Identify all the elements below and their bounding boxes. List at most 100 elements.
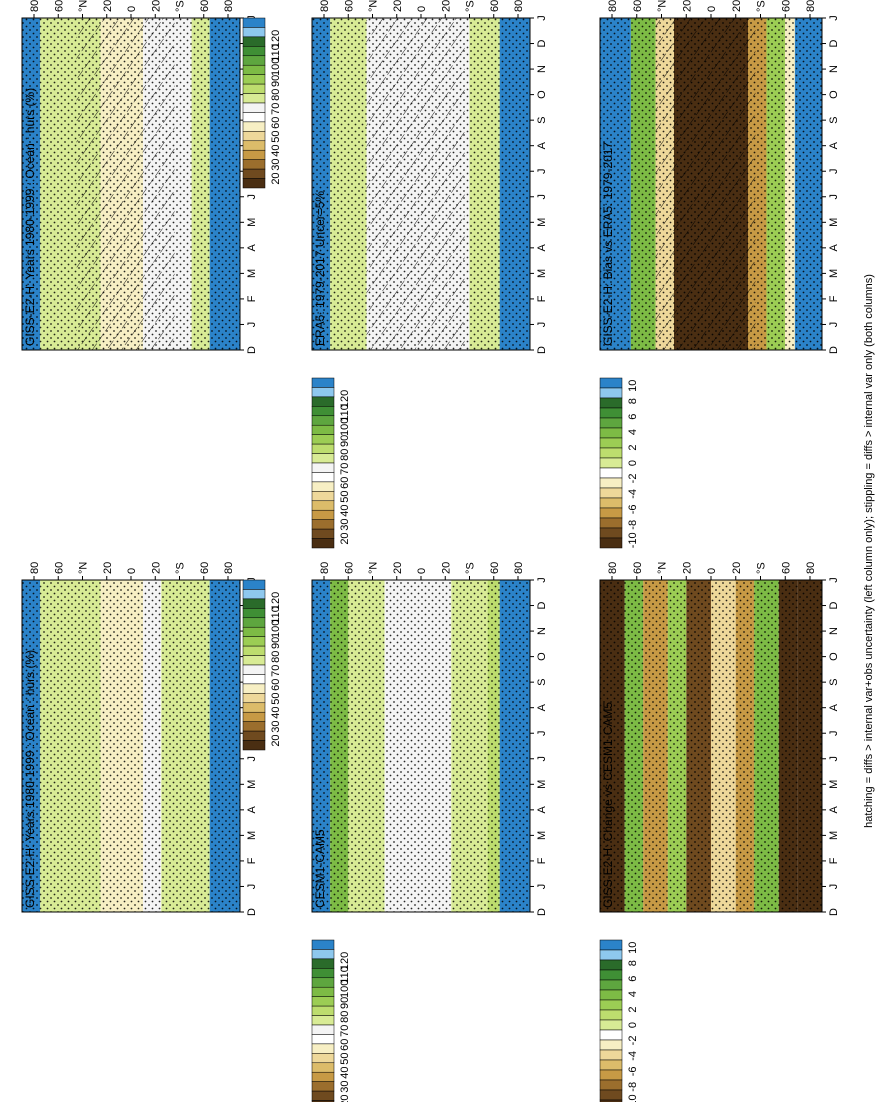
colorbar-label: -6 bbox=[627, 1066, 639, 1076]
colorbar-label: 60 bbox=[270, 117, 282, 129]
month-tick-label: J bbox=[536, 322, 548, 328]
lat-tick-label: 80 bbox=[29, 562, 41, 574]
month-tick-label: J bbox=[536, 15, 548, 21]
figure-footnote: hatching = diffs > internal var+obs unce… bbox=[863, 274, 875, 828]
colorbar-swatch bbox=[311, 1090, 335, 1101]
colorbar-swatch bbox=[311, 1034, 335, 1045]
colorbar-label: -6 bbox=[627, 504, 639, 514]
month-tick-label: A bbox=[828, 244, 840, 252]
month-tick-label: A bbox=[536, 244, 548, 252]
colorbar-label: 4 bbox=[627, 429, 639, 435]
lat-tick-label: 60 bbox=[489, 562, 501, 574]
lat-tick-label: 20 bbox=[440, 0, 452, 12]
colorbar-label: 8 bbox=[627, 960, 639, 966]
colorbar-swatch bbox=[311, 509, 335, 520]
lat-tick-label: 80 bbox=[29, 0, 41, 12]
month-tick-label: D bbox=[828, 602, 840, 610]
colorbar-label: 8 bbox=[627, 398, 639, 404]
colorbar-swatch bbox=[311, 1071, 335, 1082]
lat-tick-label: 80 bbox=[223, 562, 235, 574]
colorbar-swatch bbox=[599, 1089, 623, 1101]
colorbar-swatch bbox=[311, 986, 335, 997]
lat-tick-label: 20 bbox=[392, 562, 404, 574]
colorbar-swatch bbox=[599, 999, 623, 1011]
colorbar-swatch bbox=[311, 939, 335, 950]
month-tick-label: M bbox=[828, 780, 840, 789]
colorbar-label: 50 bbox=[339, 491, 351, 503]
colorbar-swatch bbox=[242, 168, 266, 179]
colorbar-swatch bbox=[599, 1059, 623, 1071]
colorbar-swatch bbox=[599, 989, 623, 1001]
month-tick-label: J bbox=[536, 756, 548, 762]
colorbar-swatch bbox=[242, 27, 266, 38]
colorbar: 10 8 6 4 2 0 -2 -4 -6 -8 -10 bbox=[599, 939, 639, 1102]
hatching-overlay bbox=[655, 18, 756, 350]
month-tick-label: S bbox=[536, 678, 548, 685]
month-tick-label: M bbox=[246, 831, 258, 840]
colorbar-label: -2 bbox=[627, 474, 639, 484]
colorbar-swatch bbox=[242, 598, 266, 609]
colorbar-swatch bbox=[311, 396, 335, 407]
colorbar-swatch bbox=[599, 1019, 623, 1031]
month-tick-label: N bbox=[536, 65, 548, 73]
colorbar-swatch bbox=[242, 159, 266, 170]
month-tick-label: J bbox=[828, 15, 840, 21]
month-tick-label: D bbox=[828, 908, 840, 916]
month-tick-label: F bbox=[536, 857, 548, 864]
lat-tick-label: °N bbox=[657, 0, 669, 12]
month-tick-label: M bbox=[536, 831, 548, 840]
month-tick-label: D bbox=[536, 602, 548, 610]
colorbar-swatch bbox=[311, 1005, 335, 1016]
colorbar-swatch bbox=[311, 949, 335, 960]
month-tick-label: J bbox=[536, 194, 548, 200]
month-tick-label: A bbox=[246, 806, 258, 814]
lat-tick-label: 60 bbox=[199, 562, 211, 574]
month-tick-label: A bbox=[246, 244, 258, 252]
lat-tick-label: 60 bbox=[780, 0, 792, 12]
stippling-overlay bbox=[312, 580, 530, 912]
lat-tick-label: °N bbox=[78, 562, 90, 574]
colorbar-label: 80 bbox=[270, 651, 282, 663]
colorbar-swatch bbox=[599, 1009, 623, 1021]
colorbar-swatch bbox=[242, 55, 266, 66]
month-tick-label: J bbox=[246, 194, 258, 200]
colorbar-swatch bbox=[311, 415, 335, 426]
lat-tick-label: °S bbox=[756, 0, 768, 12]
month-tick-label: D bbox=[828, 40, 840, 48]
lat-tick-label: 20 bbox=[440, 562, 452, 574]
panel-p1: 8060°N20020°S6080DJFMAMJJASONDJGISS-E2-H… bbox=[21, 0, 282, 354]
hatching-overlay bbox=[366, 18, 465, 350]
colorbar-label: 40 bbox=[339, 1067, 351, 1079]
colorbar-label: 40 bbox=[339, 505, 351, 517]
colorbar-swatch bbox=[599, 527, 623, 539]
lat-tick-label: 20 bbox=[731, 0, 743, 12]
colorbar-label: 90 bbox=[339, 997, 351, 1009]
lat-tick-label: 0 bbox=[126, 568, 138, 574]
month-tick-label: J bbox=[246, 756, 258, 762]
lat-tick-label: 0 bbox=[706, 6, 718, 12]
panel-p3: 80 60 °N 20 0 20 °S 60 80 D J F M A M J J A S O N D J ERA5: 197… bbox=[311, 0, 548, 549]
colorbar-swatch bbox=[311, 453, 335, 464]
lat-tick-label: 0 bbox=[416, 568, 428, 574]
colorbar-swatch bbox=[311, 1062, 335, 1073]
month-tick-label: S bbox=[536, 116, 548, 123]
colorbar-label: 110 bbox=[270, 606, 282, 624]
colorbar-label: 80 bbox=[270, 89, 282, 101]
month-tick-label: M bbox=[246, 269, 258, 278]
colorbar-swatch bbox=[242, 645, 266, 656]
lat-tick-label: 80 bbox=[607, 0, 619, 12]
month-tick-label: J bbox=[536, 168, 548, 174]
colorbar-label: 60 bbox=[270, 679, 282, 691]
month-tick-label: F bbox=[828, 857, 840, 864]
colorbar-label: 100 bbox=[339, 418, 351, 436]
colorbar-swatch bbox=[242, 178, 266, 189]
lat-tick-label: 20 bbox=[681, 0, 693, 12]
colorbar-label: -10 bbox=[627, 1094, 639, 1102]
colorbar-label: -2 bbox=[627, 1036, 639, 1046]
month-tick-label: F bbox=[828, 295, 840, 302]
colorbar-swatch bbox=[311, 377, 335, 388]
colorbar-swatch bbox=[311, 996, 335, 1007]
lat-tick-label: 60 bbox=[489, 0, 501, 12]
month-tick-label: J bbox=[828, 730, 840, 736]
colorbar-label: 120 bbox=[339, 952, 351, 970]
